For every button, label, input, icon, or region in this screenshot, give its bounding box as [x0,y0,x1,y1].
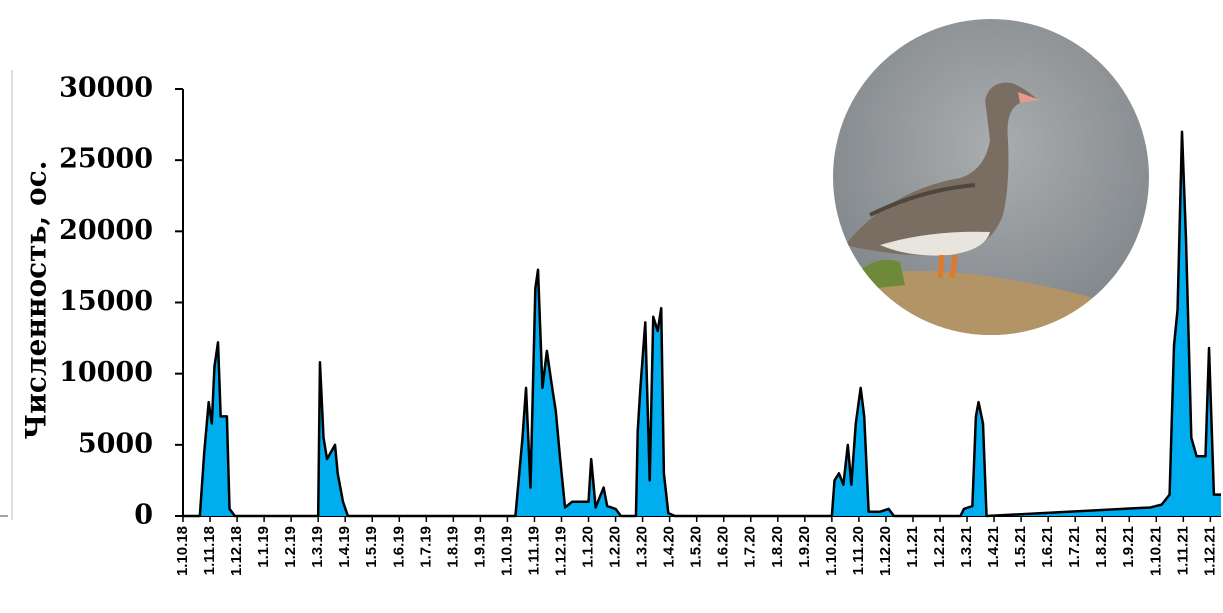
x-tick-label: 1.12.21 [1201,526,1218,576]
x-tick-label: 1.11.20 [850,526,867,575]
x-tick-label: 1.11.18 [201,526,218,575]
y-tick-label: 20000 [59,215,153,246]
x-tick-label: 1.3.21 [958,526,975,568]
x-tick-label: 1.1.21 [904,526,921,568]
x-tick-label: 1.9.20 [796,526,813,568]
x-tick-label: 1.2.21 [931,526,948,568]
x-tick-label: 1.8.21 [1093,526,1110,568]
x-tick-label: 1.3.20 [634,526,651,568]
x-tick-label: 1.12.18 [228,526,245,576]
x-tick-label: 1.9.21 [1120,526,1137,568]
x-tick-label: 1.1.19 [255,526,272,568]
x-tick-label: 1.10.18 [174,526,191,576]
x-tick-label: 1.6.21 [1039,526,1056,568]
y-tick-label: 0 [134,500,153,531]
x-tick-label: 1.10.19 [498,526,515,576]
x-tick-label: 1.11.21 [1174,526,1191,575]
x-tick-label: 1.5.21 [1012,526,1029,568]
x-tick-label: 1.3.19 [309,526,326,568]
x-tick-label: 1.1.20 [580,526,597,568]
x-tick-label: 1.8.20 [769,526,786,568]
x-tick-label: 1.4.19 [336,526,353,568]
x-tick-label: 1.12.19 [552,526,569,576]
x-tick-label: 1.12.20 [877,526,894,576]
chart: Численность, ос. 0 5000 10000 15000 20000 250… [0,0,1223,613]
y-tick-label: 10000 [59,357,153,388]
goose-photo [830,15,1160,345]
x-tick-label: 1.10.20 [823,526,840,576]
y-axis-label: Численность, ос. [20,161,53,440]
x-tick-label: 1.6.19 [390,526,407,568]
x-tick-label: 1.7.20 [742,526,759,568]
x-tick-label: 1.4.20 [661,526,678,568]
y-tick-label: 25000 [59,144,153,175]
x-tick-label: 1.11.19 [525,526,542,575]
x-tick-label: 1.10.21 [1147,526,1164,576]
x-tick-label: 1.2.20 [607,526,624,568]
x-tick-label: 1.6.20 [715,526,732,568]
x-tick-label: 1.9.19 [471,526,488,568]
x-tick-label: 1.4.21 [985,526,1002,568]
x-tick-label: 1.5.20 [688,526,705,568]
x-tick-label: 1.8.19 [444,526,461,568]
x-tick-label: 1.5.19 [363,526,380,568]
y-tick-label: 30000 [59,73,153,104]
y-tick-label: 5000 [78,428,153,459]
x-tick-label: 1.7.19 [417,526,434,568]
x-tick-label: 1.2.19 [282,526,299,568]
x-tick-label: 1.7.21 [1066,526,1083,568]
y-tick-label: 15000 [59,286,153,317]
